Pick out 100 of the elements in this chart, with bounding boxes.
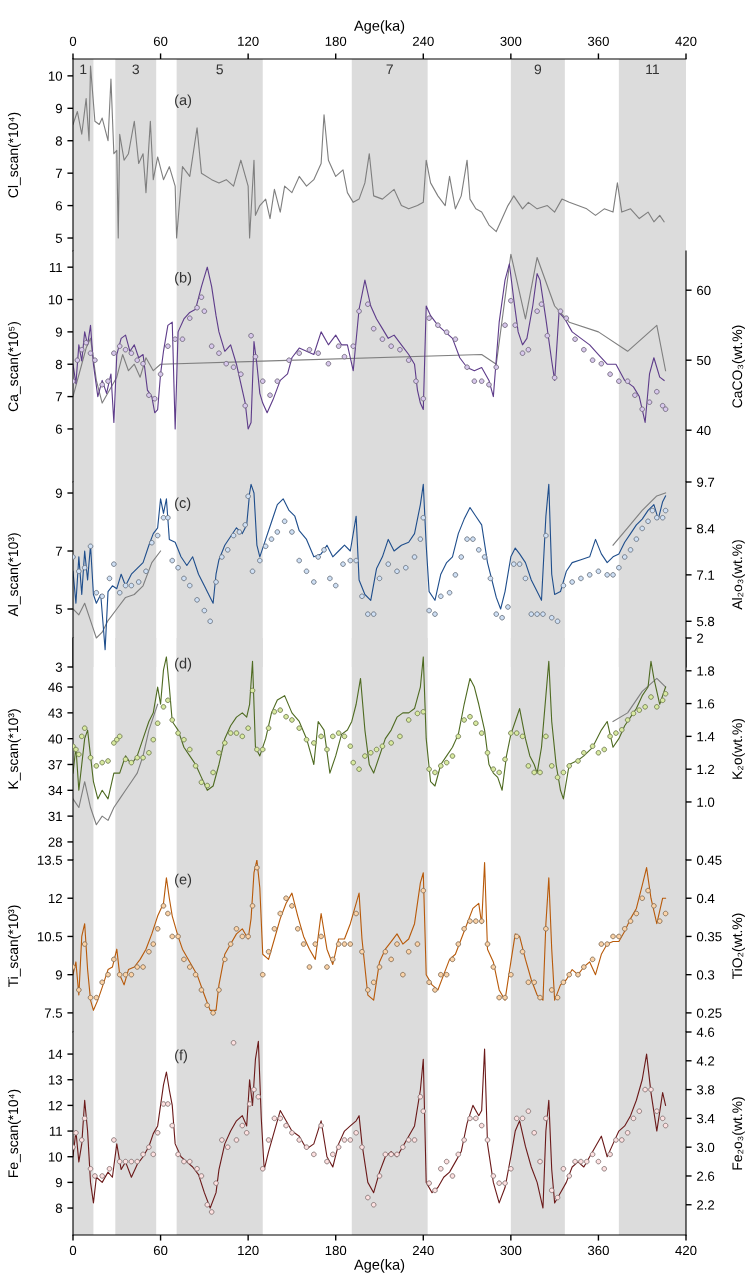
y2-tick-label: 7.1 — [697, 570, 715, 580]
x-tick-label: 240 — [412, 1245, 434, 1256]
y-tick-label: 9 — [55, 488, 62, 498]
band-label: 7 — [386, 64, 393, 75]
y-tick-label: 11 — [49, 262, 62, 272]
y-axis-title: Fe_scan(*10⁴) — [7, 1089, 21, 1178]
y-tick-label: 12 — [48, 1100, 62, 1111]
x-tick-label: 120 — [238, 1245, 259, 1256]
y2-tick-label: 2.2 — [697, 1200, 715, 1210]
annotation: (c) — [175, 497, 191, 511]
x-tick-label: 360 — [587, 36, 609, 46]
y-tick-label: 9 — [55, 1177, 62, 1188]
line-series — [73, 253, 667, 404]
x-tick-label: 60 — [153, 36, 168, 46]
band-label: 9 — [534, 64, 542, 75]
band-label: 5 — [216, 64, 223, 75]
y-axis-title: Ca_scan(*10⁵) — [7, 322, 21, 412]
y2-tick-label: 1.4 — [697, 732, 715, 742]
x-tick-label: 60 — [153, 1245, 168, 1256]
y2-tick-label: 5.8 — [696, 616, 715, 627]
y2-tick-label: 1.8 — [697, 666, 715, 676]
x-tick-label: 300 — [500, 1245, 522, 1256]
y-tick-label: 43 — [48, 708, 62, 718]
y2-tick-label: 0.4 — [696, 893, 715, 904]
line-series — [73, 263, 665, 430]
y2-tick-label: 2 — [697, 633, 704, 643]
annotation: (b) — [175, 271, 192, 286]
y-tick-label: 40 — [48, 734, 63, 744]
y2-tick-label: 3.0 — [696, 1142, 715, 1153]
line-series — [73, 65, 665, 239]
y2-tick-label: 4.6 — [696, 1027, 715, 1037]
y2-tick-label: 3.8 — [696, 1085, 715, 1095]
y2-tick-label: 1.6 — [697, 699, 715, 709]
y-tick-label: 6 — [55, 424, 62, 434]
x-tick-label: 240 — [412, 36, 434, 46]
y-tick-label: 14 — [48, 1049, 63, 1059]
y-tick-label: 10 — [48, 1152, 63, 1162]
band-label: 1 — [80, 64, 87, 75]
x-tick-label: 360 — [587, 1245, 609, 1256]
x-tick-label: 120 — [238, 36, 259, 46]
y-tick-label: 5 — [55, 604, 63, 614]
y-tick-label: 8 — [55, 136, 63, 146]
y2-tick-label: 9.7 — [697, 477, 715, 487]
y2-tick-label: 50 — [696, 355, 711, 366]
y-tick-label: 3 — [55, 662, 62, 672]
y-tick-label: 10 — [48, 71, 63, 81]
y2-tick-label: 0.35 — [696, 932, 722, 942]
annotation: (a) — [175, 94, 192, 109]
y-tick-label: 7 — [55, 546, 62, 556]
y-tick-label: 31 — [48, 811, 62, 822]
y2-tick-label: 60 — [697, 285, 711, 296]
y2-tick-label: 0.25 — [696, 1008, 722, 1018]
x-axis-title: Age(ka) — [354, 1259, 405, 1273]
y2-axis-title: Al₂o₃(wt.%) — [731, 540, 745, 610]
y2-tick-label: 1.0 — [697, 797, 715, 807]
annotation: (f) — [175, 1049, 187, 1064]
y-tick-label: 11 — [49, 1126, 62, 1136]
annotation: (d) — [175, 657, 192, 672]
x-tick-label: 180 — [325, 36, 347, 46]
y-tick-label: 46 — [48, 682, 62, 692]
y-tick-label: 34 — [48, 785, 63, 796]
y-tick-label: 10.5 — [37, 932, 63, 942]
y2-tick-label: 0.45 — [696, 855, 722, 865]
x-tick-label: 0 — [69, 1245, 77, 1256]
y-tick-label: 6 — [55, 201, 62, 211]
x-tick-label: 420 — [675, 36, 697, 46]
y-tick-label: 28 — [48, 837, 63, 847]
band-label: 3 — [132, 64, 140, 75]
y2-axis-title: Fe₂o₃(wt.%) — [731, 1097, 745, 1170]
y-tick-label: 7 — [55, 392, 62, 402]
y2-axis-title: CaCO₃(wt.%) — [731, 325, 745, 408]
y-tick-label: 12 — [48, 893, 62, 903]
line-series — [73, 656, 667, 800]
y2-tick-label: 3.4 — [696, 1113, 715, 1124]
y-tick-label: 9 — [55, 103, 62, 114]
y2-tick-label: 2.6 — [697, 1171, 715, 1181]
y-axis-title: Cl_scan(*10⁴) — [7, 112, 21, 198]
y-tick-label: 10 — [48, 295, 63, 305]
x-tick-label: 300 — [500, 36, 522, 46]
x-axis-title: Age(ka) — [354, 20, 405, 34]
y-axis-title: Ti_scan(*10³) — [7, 905, 21, 988]
y2-axis-title: TiO₂(wt.%) — [731, 913, 745, 979]
y-tick-label: 37 — [48, 760, 62, 770]
y2-tick-label: 40 — [696, 425, 711, 436]
y2-tick-label: 8.4 — [696, 524, 715, 534]
y2-tick-label: 0.3 — [696, 970, 715, 980]
y-tick-label: 9 — [55, 970, 62, 980]
y-tick-label: 7 — [55, 168, 62, 178]
y-tick-label: 13 — [48, 1075, 62, 1085]
y-axis-title: Al_scan(*10³) — [7, 533, 21, 617]
x-tick-label: 0 — [69, 36, 77, 46]
y2-tick-label: 1.2 — [697, 764, 715, 774]
y2-axis-title: K₂o(wt.%) — [731, 719, 745, 779]
y-axis-title: K_scan(*10³) — [7, 709, 21, 789]
y-tick-label: 13.5 — [37, 855, 63, 865]
y-tick-label: 9 — [55, 327, 62, 337]
band-label: 11 — [646, 64, 659, 75]
annotation: (e) — [175, 873, 192, 888]
y-tick-label: 8 — [55, 1203, 63, 1213]
y-tick-label: 5 — [55, 233, 63, 243]
